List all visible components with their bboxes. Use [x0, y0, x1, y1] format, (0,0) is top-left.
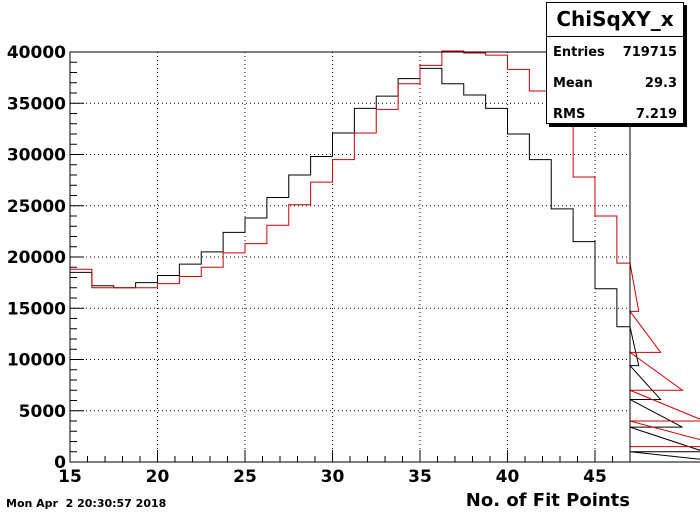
y-tick-label: 30000: [7, 146, 66, 166]
entries-value: 719715: [622, 45, 677, 60]
stats-entries-row: Entries 719715: [547, 37, 683, 68]
x-axis-label: No. of Fit Points: [465, 490, 630, 511]
x-tick-label: 45: [583, 467, 607, 487]
y-tick-label: 40000: [7, 43, 66, 63]
x-tick-label: 25: [233, 467, 257, 487]
grid-lines: [70, 52, 630, 462]
stats-rms-row: RMS 7.219: [547, 99, 683, 130]
entries-label: Entries: [553, 45, 605, 60]
y-tick-label: 5000: [19, 402, 66, 422]
axis-ticks: [69, 51, 631, 463]
rms-label: RMS: [553, 107, 586, 122]
tick-labels: 15 20 25 30 35 40 45 0 5000 10000 15000 20000 25000 3…: [7, 43, 607, 487]
datestamp: Mon Apr 2 20:30:57 2018: [6, 497, 167, 510]
histogram-series-1: [70, 67, 700, 463]
y-tick-label: 25000: [7, 197, 66, 217]
x-tick-label: 40: [496, 467, 520, 487]
x-tick-label: 20: [146, 467, 170, 487]
x-tick-label: 35: [408, 467, 432, 487]
histogram-series: [70, 50, 700, 463]
mean-value: 29.3: [644, 76, 677, 91]
y-tick-label: 20000: [7, 248, 66, 268]
stats-box: ChiSqXY_x Entries 719715 Mean 29.3 RMS 7…: [546, 2, 684, 124]
y-tick-label: 0: [54, 453, 66, 473]
y-tick-label: 35000: [7, 94, 66, 114]
y-tick-label: 15000: [7, 299, 66, 319]
x-tick-label: 30: [321, 467, 345, 487]
histogram-series-2: [70, 50, 700, 448]
stats-mean-row: Mean 29.3: [547, 68, 683, 99]
mean-label: Mean: [553, 76, 593, 91]
y-tick-label: 10000: [7, 351, 66, 371]
rms-value: 7.219: [635, 107, 677, 122]
stats-title: ChiSqXY_x: [547, 3, 683, 37]
x-tick-label: 15: [58, 467, 82, 487]
